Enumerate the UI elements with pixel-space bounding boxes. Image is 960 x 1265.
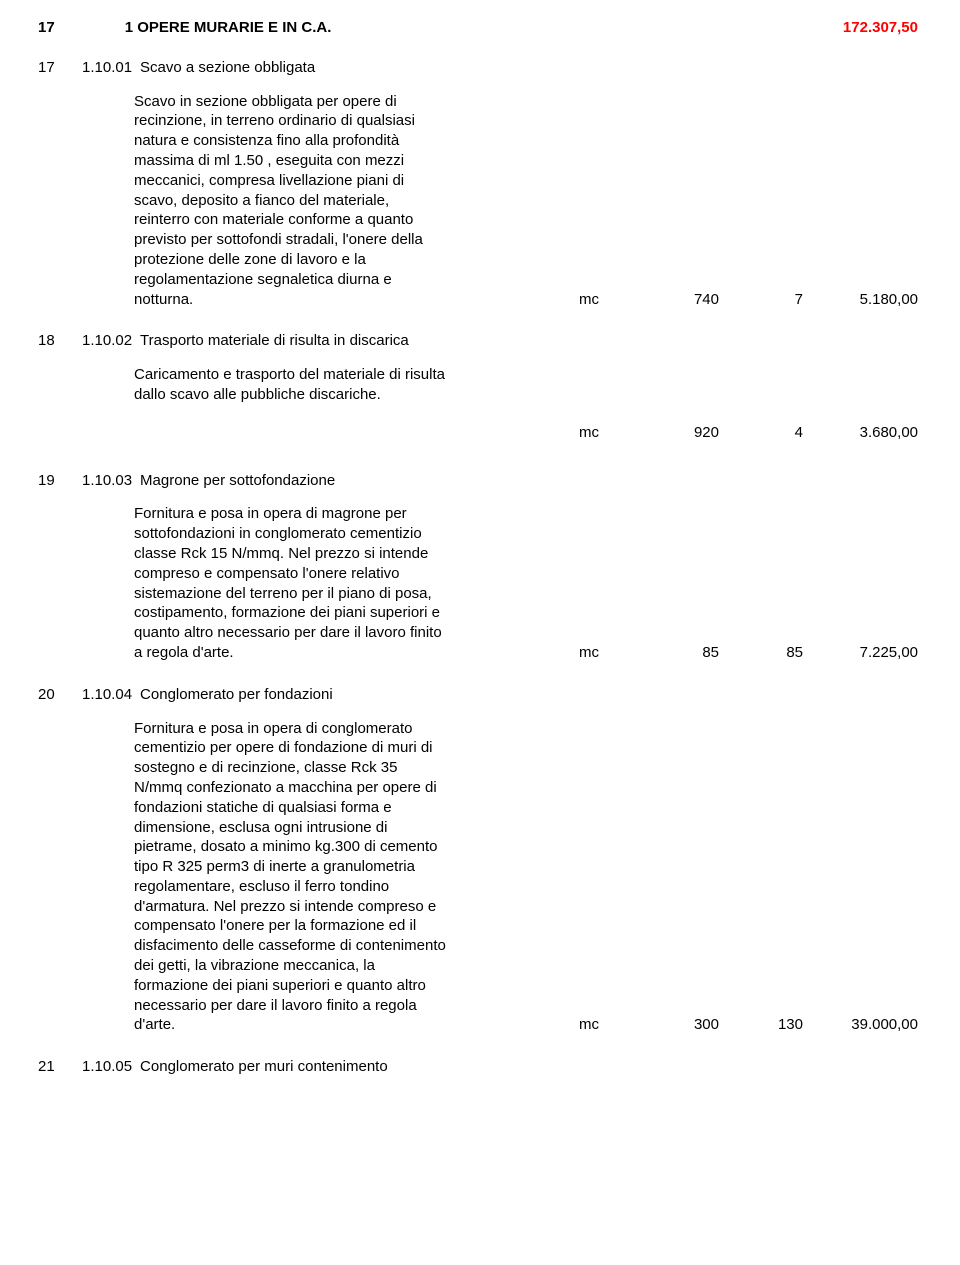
item-title: Scavo a sezione obbligata xyxy=(140,58,315,78)
item-unit: mc xyxy=(559,423,619,443)
item-unit: mc xyxy=(559,1015,619,1035)
item-body: Fornitura e posa in opera di magrone per… xyxy=(134,504,918,662)
item-body: Caricamento e trasporto del materiale di… xyxy=(134,365,918,405)
item-header: 17 1.10.01 Scavo a sezione obbligata xyxy=(38,58,918,78)
line-item: 18 1.10.02 Trasporto materiale di risulta… xyxy=(38,331,918,442)
item-header: 20 1.10.04 Conglomerato per fondazioni xyxy=(38,685,918,705)
item-code: 1.10.02 xyxy=(82,331,132,351)
item-header: 19 1.10.03 Magrone per sottofondazione xyxy=(38,471,918,491)
item-description: Fornitura e posa in opera di conglomerat… xyxy=(134,719,446,1036)
item-num: 18 xyxy=(38,331,60,351)
item-line-total: 7.225,00 xyxy=(803,643,918,663)
item-unit-price: 130 xyxy=(719,1015,803,1035)
item-values: mc85857.225,00 xyxy=(530,643,918,663)
item-description: Caricamento e trasporto del materiale di… xyxy=(134,365,445,405)
item-quantity: 300 xyxy=(619,1015,719,1035)
item-title: Magrone per sottofondazione xyxy=(140,471,335,491)
item-code-title: 1.10.04 Conglomerato per fondazioni xyxy=(82,685,333,705)
item-num: 20 xyxy=(38,685,60,705)
line-item: 20 1.10.04 Conglomerato per fondazioni For… xyxy=(38,685,918,1036)
section-code-title: 1 OPERE MURARIE E IN C.A. xyxy=(125,18,332,38)
item-title: Trasporto materiale di risulta in discar… xyxy=(140,331,409,351)
item-unit-price: 85 xyxy=(719,643,803,663)
item-line-total: 39.000,00 xyxy=(803,1015,918,1035)
section-header-left: 17 1 OPERE MURARIE E IN C.A. xyxy=(38,18,331,38)
item-description: Scavo in sezione obbligata per opere di … xyxy=(134,92,423,310)
item-description: Fornitura e posa in opera di magrone per… xyxy=(134,504,442,662)
item-body: Fornitura e posa in opera di conglomerat… xyxy=(134,719,918,1036)
line-item: 171.10.01 Scavo a sezione obbligataScavo… xyxy=(38,58,918,310)
item-code-title: 1.10.01 Scavo a sezione obbligata xyxy=(82,58,315,78)
item-quantity: 85 xyxy=(619,643,719,663)
item-unit-price: 7 xyxy=(719,290,803,310)
item-quantity: 740 xyxy=(619,290,719,310)
item-unit-price: 4 xyxy=(719,423,803,443)
line-item: 21 1.10.05 Conglomerato per muri conteni… xyxy=(38,1057,918,1077)
item-unit: mc xyxy=(559,290,619,310)
line-item: 19 1.10.03 Magrone per sottofondazione For… xyxy=(38,471,918,663)
item-code-title: 1.10.03 Magrone per sottofondazione xyxy=(82,471,335,491)
item-line-total: 3.680,00 xyxy=(803,423,918,443)
item-code: 1.10.04 xyxy=(82,685,132,705)
item-num: 19 xyxy=(38,471,60,491)
item-values-row: mc92043.680,00 xyxy=(134,423,918,443)
item-values: mc74075.180,00 xyxy=(530,290,918,310)
section-code: 1 xyxy=(125,19,133,36)
item-header: 18 1.10.02 Trasporto materiale di risulta… xyxy=(38,331,918,351)
item-num: 21 xyxy=(38,1057,60,1077)
item-code: 1.10.03 xyxy=(82,471,132,491)
item-line-total: 5.180,00 xyxy=(803,290,918,310)
item-body: Scavo in sezione obbligata per opere di … xyxy=(134,92,918,310)
item-header: 21 1.10.05 Conglomerato per muri conteni… xyxy=(38,1057,918,1077)
item-unit: mc xyxy=(559,643,619,663)
section-total: 172.307,50 xyxy=(843,18,918,38)
item-code: 1.10.05 xyxy=(82,1057,132,1077)
section-num: 17 xyxy=(38,18,55,38)
item-code-title: 1.10.02 Trasporto materiale di risulta i… xyxy=(82,331,409,351)
item-quantity: 920 xyxy=(619,423,719,443)
item-code-title: 1.10.05 Conglomerato per muri contenimen… xyxy=(82,1057,388,1077)
section-header: 17 1 OPERE MURARIE E IN C.A. 172.307,50 xyxy=(38,18,918,38)
item-values: mc92043.680,00 xyxy=(530,423,918,443)
section-title: OPERE MURARIE E IN C.A. xyxy=(137,19,331,36)
item-title: Conglomerato per fondazioni xyxy=(140,685,333,705)
item-num: 17 xyxy=(38,58,60,78)
item-title: Conglomerato per muri contenimento xyxy=(140,1057,388,1077)
item-code: 1.10.01 xyxy=(82,58,132,78)
item-values: mc30013039.000,00 xyxy=(530,1015,918,1035)
